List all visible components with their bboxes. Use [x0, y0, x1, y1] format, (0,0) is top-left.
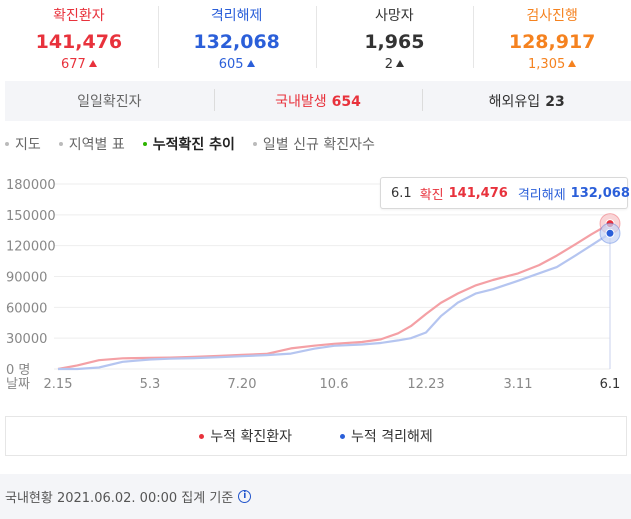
legend-dot-icon	[340, 433, 345, 439]
cumulative-chart[interactable]: 180000 150000 120000 90000 60000 30000 0 명 날짜 2.…	[0, 170, 631, 400]
stat-delta: 677	[0, 56, 158, 74]
y-tick-label: 120000	[6, 240, 56, 255]
y-tick-label: 30000	[6, 332, 47, 347]
stat-delta: 605	[158, 56, 316, 74]
legend-label: 누적 격리해제	[351, 429, 433, 445]
tooltip-released-value: 132,068	[570, 185, 630, 201]
stat-label: 격리해제	[210, 8, 263, 24]
x-tick-label: 5.3	[140, 377, 161, 392]
stat-value: 141,476	[35, 31, 123, 53]
bullet-icon	[5, 142, 9, 146]
stat-value: 1,965	[364, 31, 425, 53]
tab-label: 지역별 표	[68, 137, 125, 153]
tab-map[interactable]: 지도	[5, 134, 41, 154]
view-tabs: 지도 지역별 표 누적확진 추이 일별 신규 확진자수	[5, 134, 393, 154]
tab-label: 지도	[15, 137, 41, 153]
footer-text: 국내현황 2021.06.02. 00:00 집계 기준	[5, 491, 234, 506]
daily-label: 해외유입	[488, 94, 541, 110]
daily-value: 654	[331, 94, 361, 110]
footer-status: 국내현황 2021.06.02. 00:00 집계 기준 i	[0, 474, 631, 519]
tab-label: 일별 신규 확진자수	[262, 137, 375, 153]
x-axis-label: 날짜	[6, 377, 30, 392]
y-tick-label: 60000	[6, 301, 47, 316]
tooltip-released-label: 격리해제	[517, 187, 566, 203]
x-tick-label: 3.11	[504, 377, 533, 392]
daily-value: 23	[545, 94, 565, 110]
x-tick-label: 10.6	[320, 377, 349, 392]
stat-delta: 1,305	[473, 56, 631, 74]
daily-label: 일일확진자	[77, 94, 142, 110]
marker-point-released	[605, 228, 615, 238]
stat-deaths: 사망자 1,965 2	[315, 0, 474, 74]
stat-label: 사망자	[375, 8, 414, 24]
x-tick-label: 6.1	[600, 377, 621, 392]
x-tick-label: 2.15	[44, 377, 73, 392]
chart-legend: 누적 확진환자 누적 격리해제	[5, 416, 627, 456]
stat-testing: 검사진행 128,917 1,305	[473, 0, 631, 74]
up-arrow-icon	[568, 60, 577, 67]
tab-cumulative-trend[interactable]: 누적확진 추이	[142, 134, 235, 154]
stat-label: 확진환자	[53, 8, 105, 24]
y-tick-label: 150000	[6, 209, 56, 224]
tooltip-date: 6.1	[391, 185, 412, 201]
x-tick-label: 7.20	[228, 377, 257, 392]
series-line-confirmed	[57, 222, 611, 371]
stat-value: 128,917	[508, 31, 596, 53]
tooltip-confirmed-value: 141,476	[448, 185, 508, 201]
chart-svg: 180000 150000 120000 90000 60000 30000 0 명날짜 2.…	[6, 178, 621, 392]
stat-label: 검사진행	[526, 8, 578, 24]
legend-item-confirmed[interactable]: 누적 확진환자	[199, 426, 292, 446]
stat-delta-value: 677	[60, 57, 86, 72]
daily-domestic: 국내발생 654	[213, 89, 423, 111]
up-arrow-icon	[88, 60, 97, 67]
stat-released: 격리해제 132,068 605	[157, 0, 316, 74]
legend-item-released[interactable]: 누적 격리해제	[340, 426, 433, 446]
stat-delta-value: 1,305	[528, 57, 566, 72]
bullet-icon	[142, 142, 147, 146]
stat-value: 132,068	[193, 31, 280, 53]
y-tick-label: 0 명	[6, 363, 30, 378]
stat-delta-value: 605	[218, 57, 244, 72]
chart-tooltip: 6.1 확진 141,476 격리해제 132,068	[380, 177, 630, 209]
info-icon[interactable]: i	[238, 490, 252, 503]
daily-total: 일일확진자	[5, 91, 214, 111]
daily-label: 국내발생	[275, 94, 327, 110]
stat-delta-value: 2	[384, 57, 394, 72]
bullet-icon	[58, 142, 63, 146]
tab-label: 누적확진 추이	[152, 137, 235, 153]
tooltip-confirmed-label: 확진	[419, 187, 444, 203]
daily-overseas: 해외유입 23	[422, 89, 631, 111]
x-tick-label: 12.23	[407, 377, 444, 392]
y-tick-label: 180000	[6, 178, 56, 193]
tab-region-table[interactable]: 지역별 표	[58, 134, 125, 154]
stat-confirmed: 확진환자 141,476 677	[0, 0, 158, 74]
stat-delta: 2	[316, 56, 474, 74]
daily-summary-bar: 일일확진자 국내발생 654 해외유입 23	[5, 81, 631, 121]
stats-row: 확진환자 141,476 677 격리해제 132,068 605 사망자 1,…	[0, 0, 631, 74]
series-line-released	[58, 232, 611, 371]
up-arrow-icon	[246, 60, 255, 67]
legend-label: 누적 확진환자	[210, 429, 292, 445]
bullet-icon	[252, 142, 257, 146]
tab-daily-new[interactable]: 일별 신규 확진자수	[252, 134, 375, 154]
y-tick-label: 90000	[6, 271, 47, 286]
up-arrow-icon	[396, 60, 405, 67]
legend-dot-icon	[199, 433, 205, 439]
